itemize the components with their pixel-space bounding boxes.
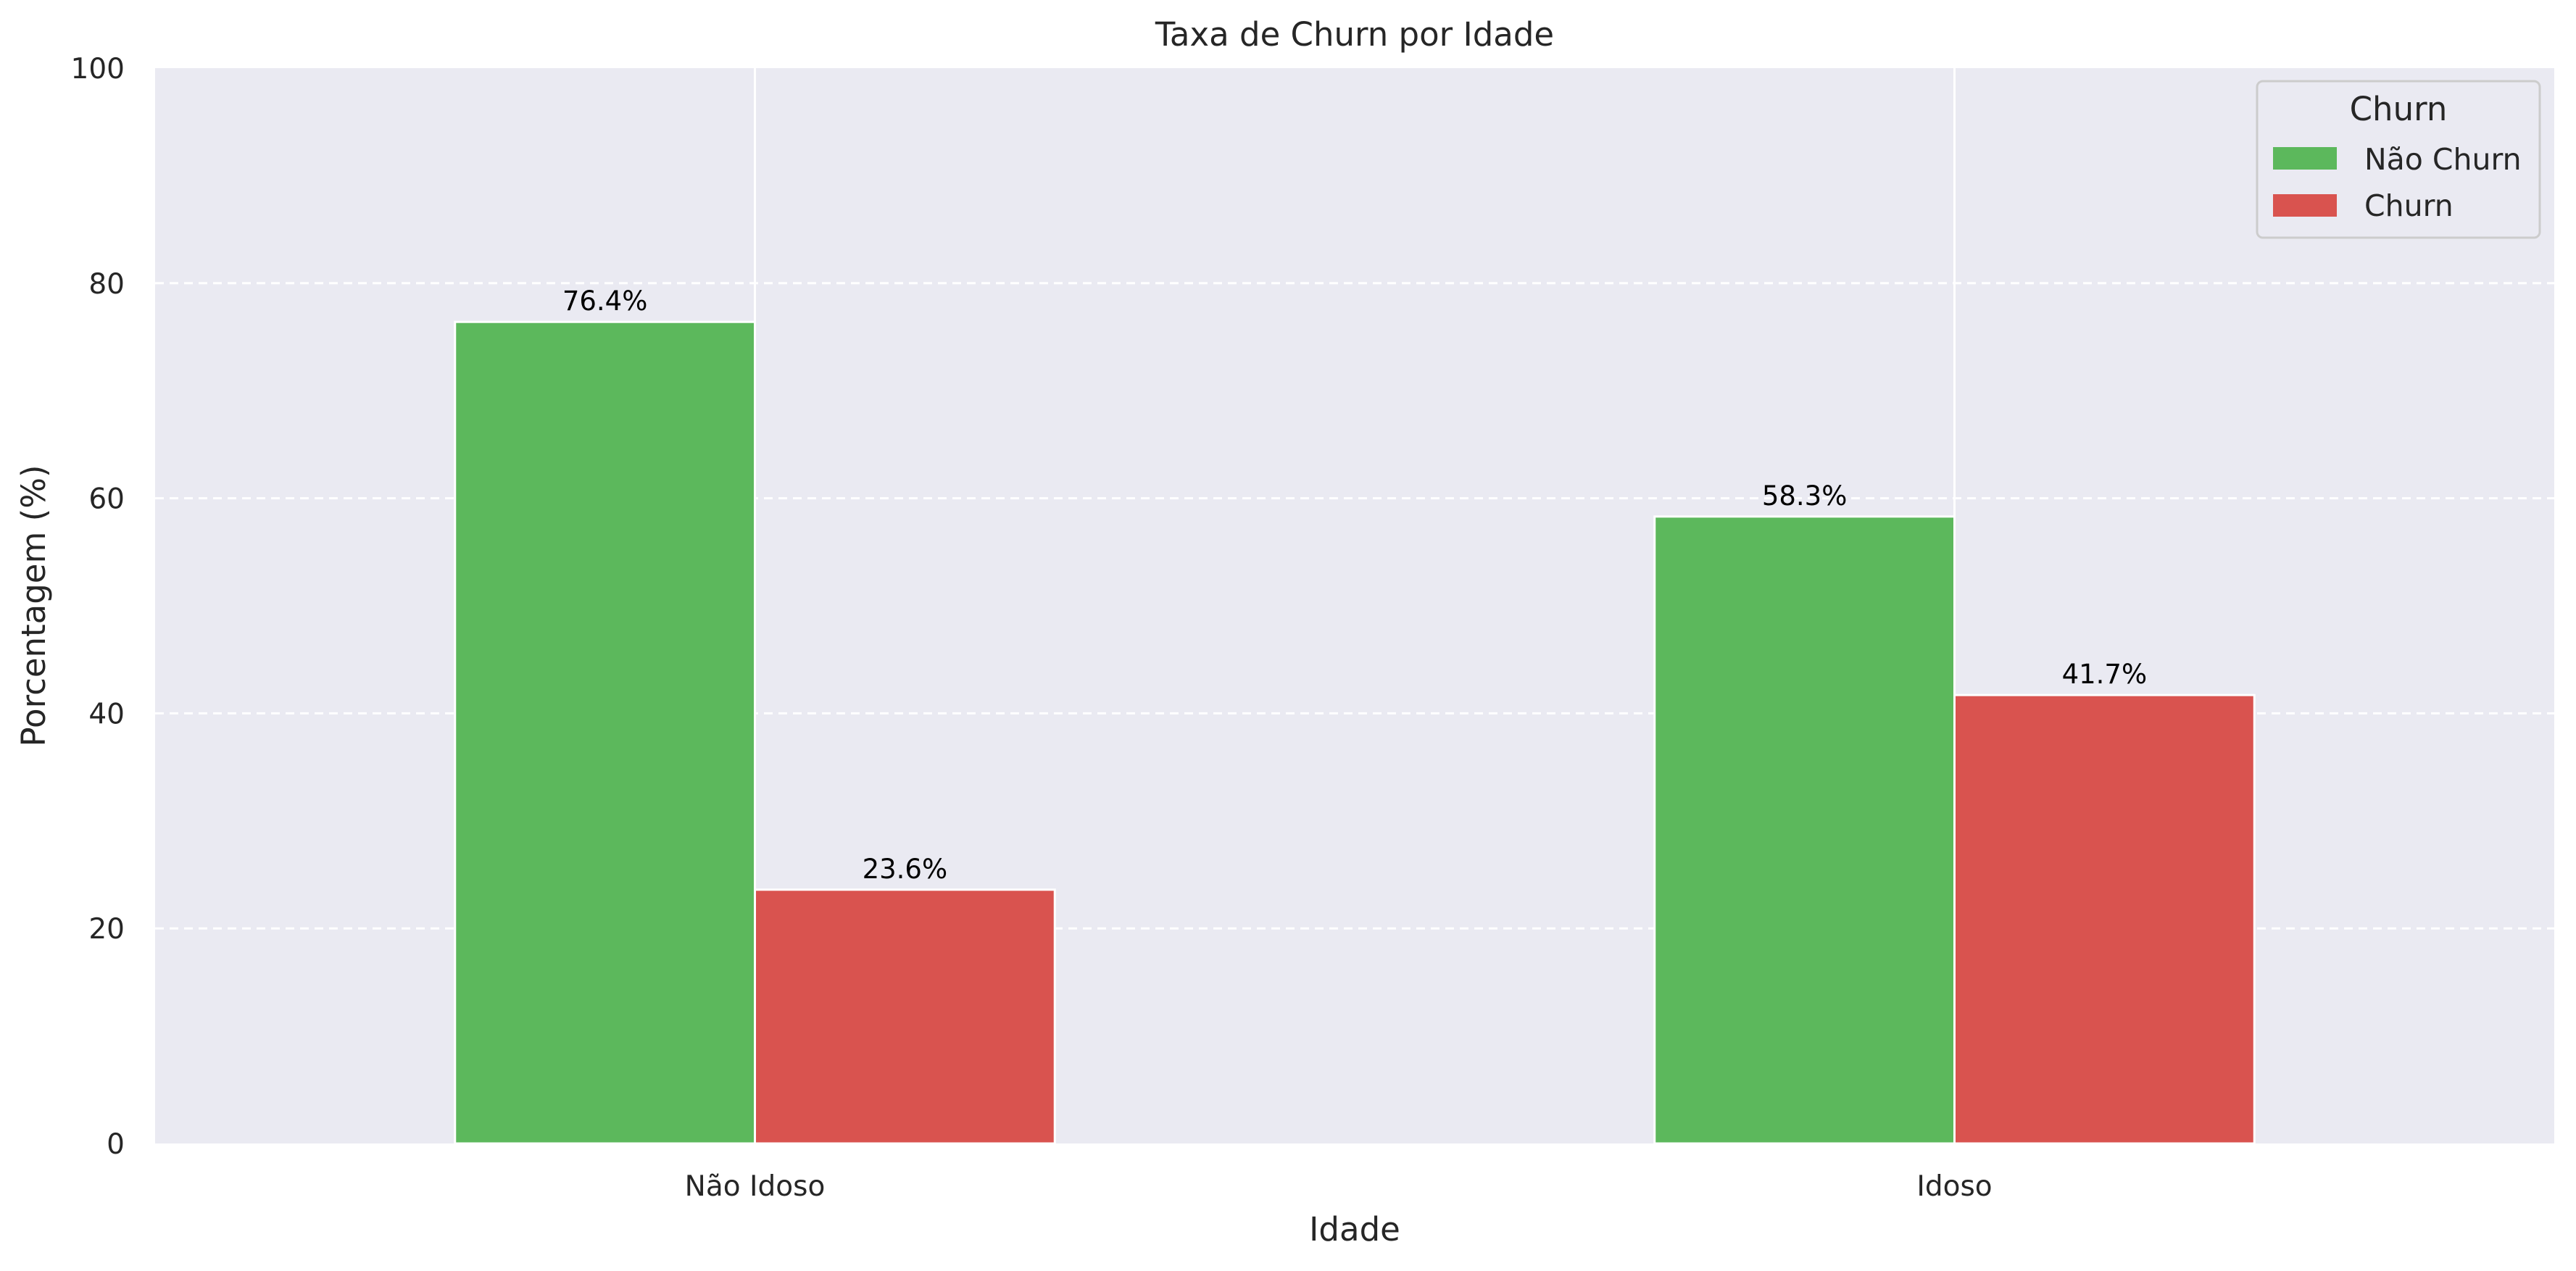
y-tick-label: 20 <box>88 913 125 946</box>
data-label: 23.6% <box>863 854 948 885</box>
data-label: 41.7% <box>2062 659 2148 690</box>
legend-label-nao-churn: Não Churn <box>2364 142 2522 177</box>
legend-swatch-nao-churn <box>2273 147 2337 170</box>
bar <box>1953 693 2256 1145</box>
bar <box>1653 515 1956 1145</box>
x-axis-title: Idade <box>1309 1210 1400 1249</box>
legend-title: Churn <box>2350 90 2448 128</box>
chart-title: Taxa de Churn por Idade <box>1155 15 1554 54</box>
bar <box>454 320 756 1145</box>
data-label: 58.3% <box>1762 480 1848 512</box>
y-tick-labels: 0 20 40 60 80 100 <box>71 53 125 1161</box>
y-tick-label: 80 <box>88 268 125 301</box>
legend-label-churn: Churn <box>2364 188 2454 223</box>
y-tick-label: 100 <box>71 53 125 86</box>
bars <box>454 320 2256 1145</box>
x-tick-label: Não Idoso <box>685 1170 826 1203</box>
data-label: 76.4% <box>562 286 648 317</box>
x-tick-label: Idoso <box>1916 1170 1992 1203</box>
legend-swatch-churn <box>2273 194 2337 217</box>
y-axis-title: Porcentagem (%) <box>14 464 53 746</box>
y-tick-label: 0 <box>107 1128 125 1161</box>
x-tick-labels: Não Idoso Idoso <box>685 1170 1993 1203</box>
y-tick-label: 60 <box>88 483 125 516</box>
bar <box>754 888 1056 1145</box>
legend: Churn Não Churn Churn <box>2256 80 2541 239</box>
data-labels: 76.4% 58.3% 23.6% 41.7% <box>562 286 2147 885</box>
y-tick-label: 40 <box>88 698 125 730</box>
